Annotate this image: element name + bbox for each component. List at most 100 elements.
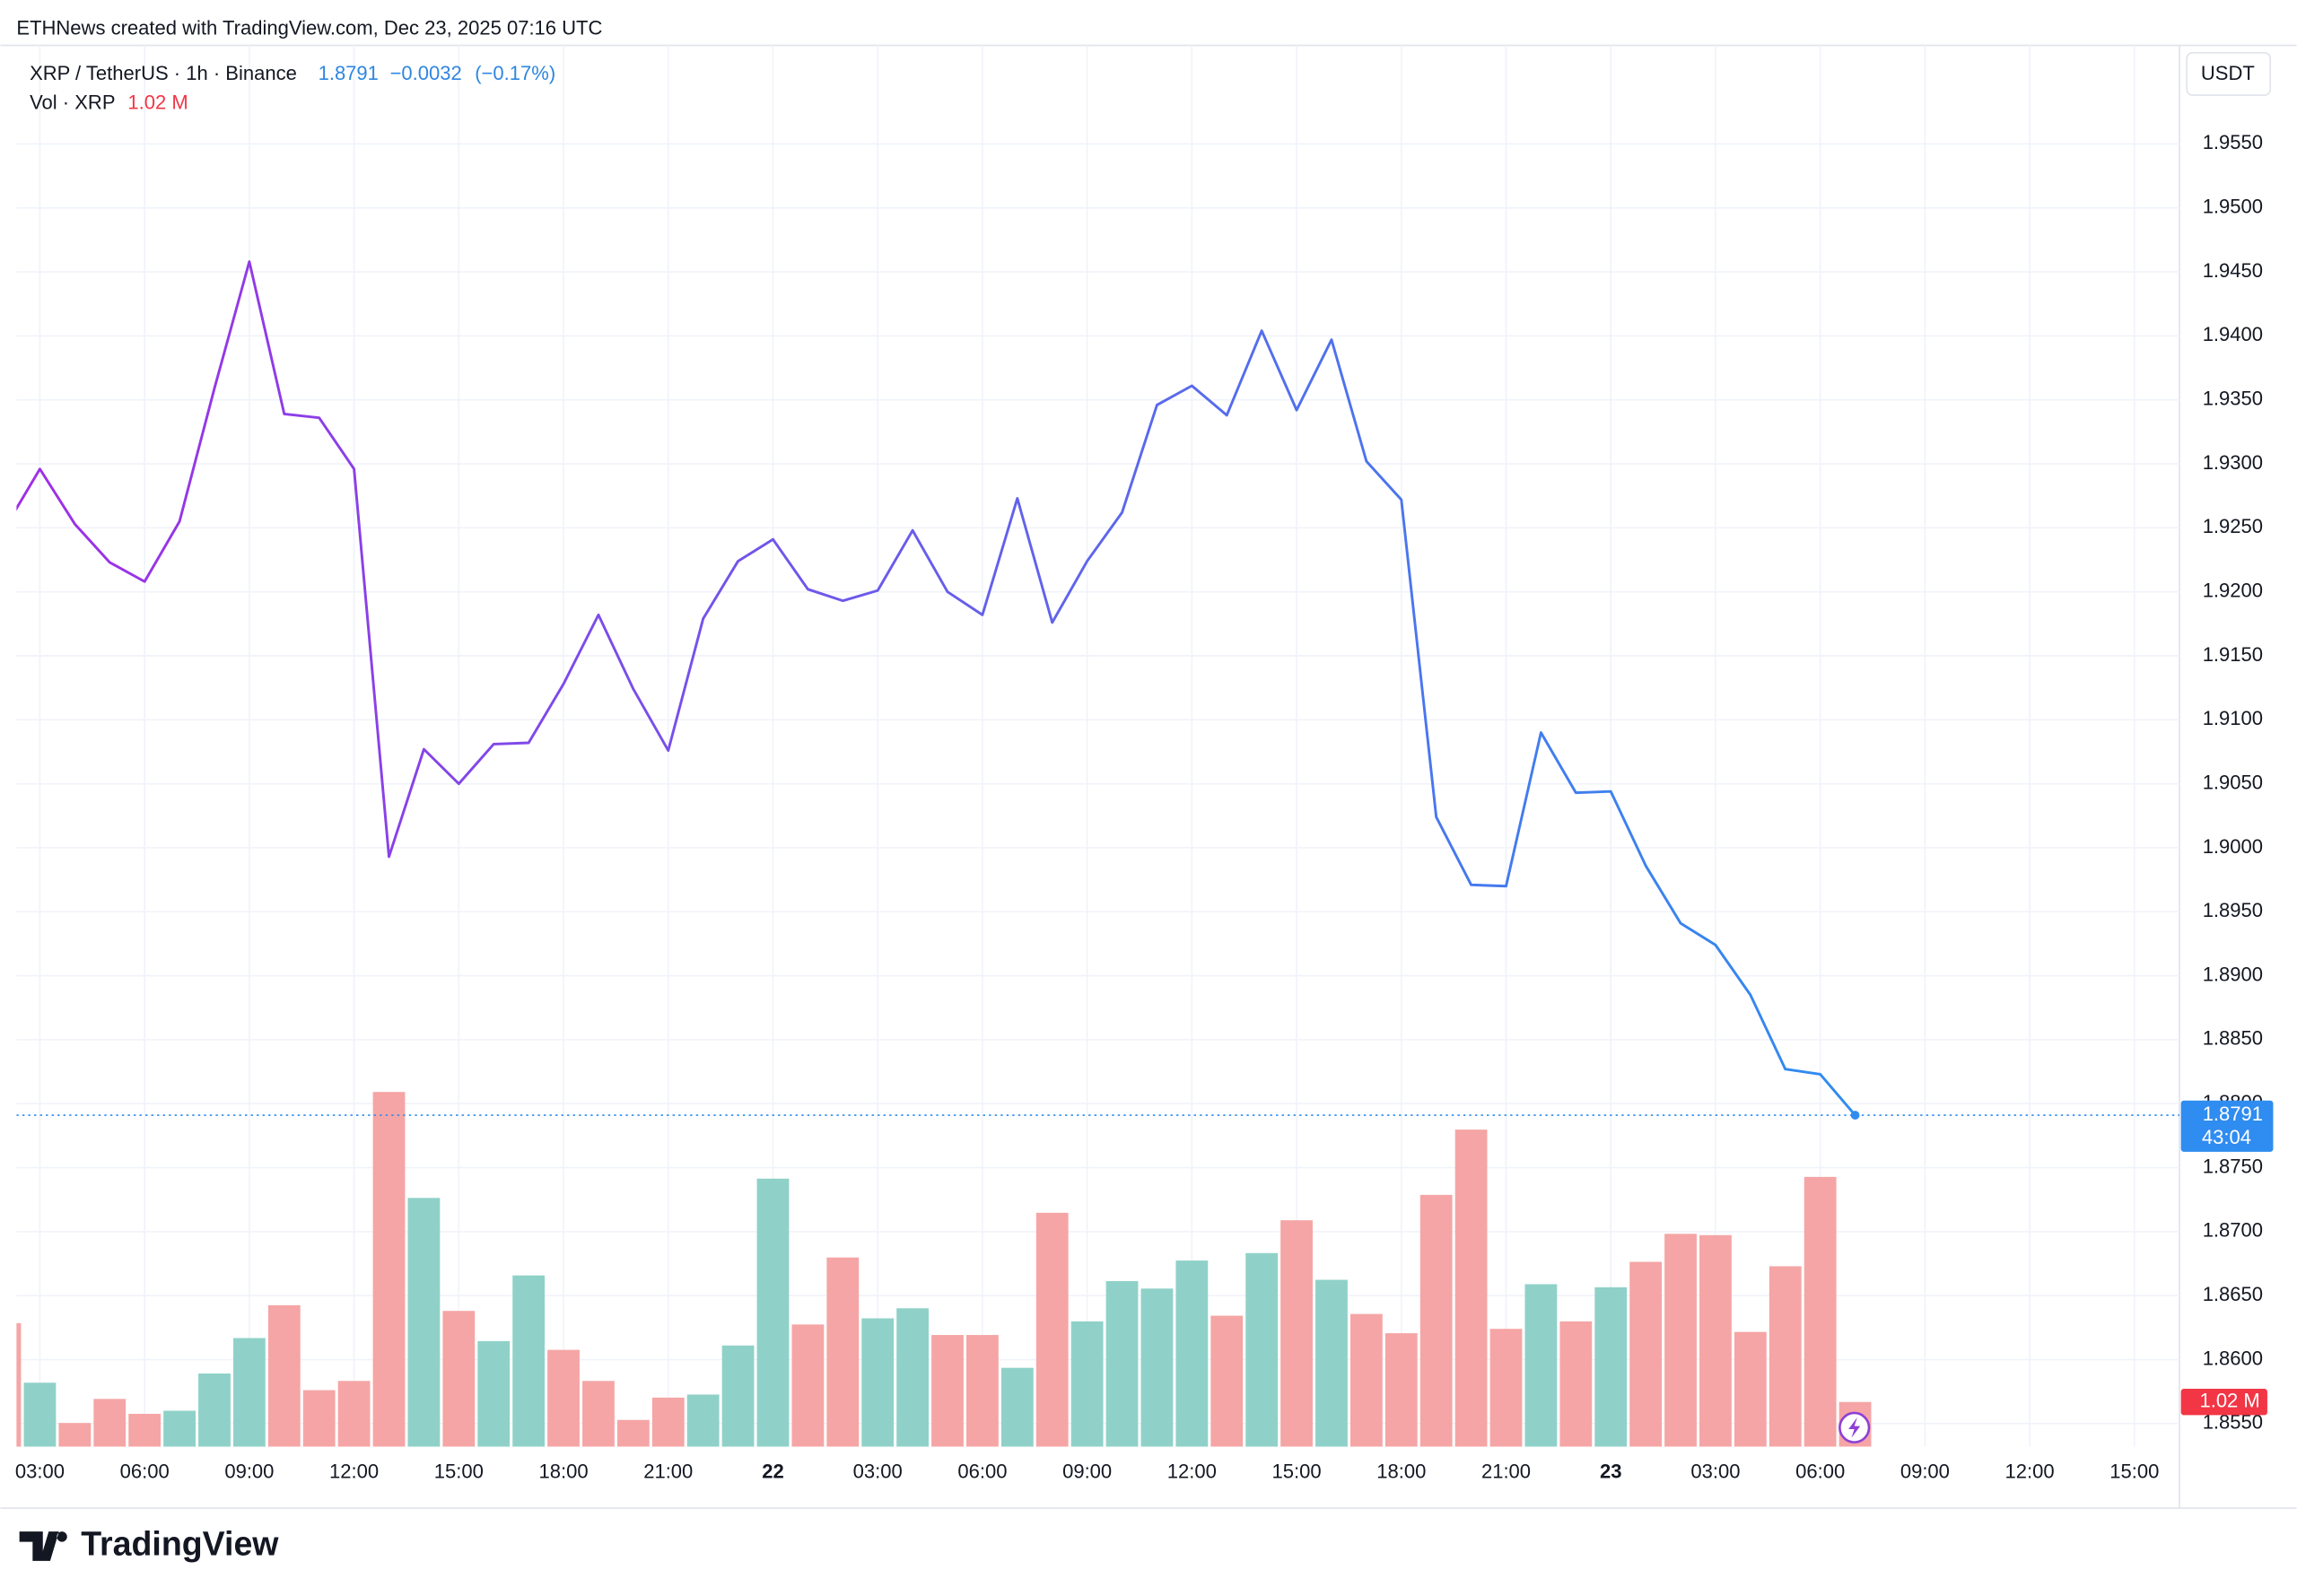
y-tick-label: 1.9000 [2203,835,2263,858]
x-tick-label: 18:00 [538,1461,588,1483]
volume-name: Vol · XRP [30,92,115,114]
x-tick-label: 06:00 [120,1461,170,1483]
volume-bar [826,1257,860,1447]
volume-bar [1349,1313,1383,1447]
y-tick-label: 1.9450 [2203,259,2263,282]
volume-bar [232,1338,266,1447]
x-tick-label: 06:00 [1795,1461,1845,1483]
x-tick-label: 21:00 [1481,1461,1531,1483]
y-tick-label: 1.9050 [2203,771,2263,793]
y-tick-label: 1.9300 [2203,451,2263,474]
x-tick-label: 03:00 [15,1461,65,1483]
volume-bar [1070,1321,1104,1447]
volume-bar [442,1311,476,1447]
x-tick-label: 22 [762,1461,783,1483]
volume-bar [93,1399,127,1447]
volume-bar [302,1390,336,1447]
volume-bar [512,1275,546,1447]
y-tick-label: 1.8900 [2203,963,2263,985]
volume-bar [337,1381,371,1447]
y-tick-label: 1.9200 [2203,579,2263,601]
volume-bar [966,1335,999,1447]
x-tick-label: 03:00 [853,1461,903,1483]
volume-bar [756,1178,790,1447]
x-tick-label: 06:00 [957,1461,1007,1483]
y-tick-label: 1.9100 [2203,707,2263,729]
logo-text: TradingView [81,1524,279,1562]
volume-bar [1594,1286,1628,1447]
volume-bar [1315,1279,1348,1447]
volume-bar [1105,1281,1139,1447]
y-tick-label: 1.9150 [2203,643,2263,666]
volume-bar [1524,1284,1558,1447]
volume-bar [477,1340,511,1447]
volume-bar [582,1381,615,1447]
y-tick-label: 1.8600 [2203,1347,2263,1369]
price-label-box [2180,1100,2274,1152]
volume-bar [1629,1261,1663,1447]
volume-bar [1734,1331,1767,1447]
y-tick-label: 1.9350 [2203,388,2263,410]
volume-label: 1.02 M [2199,1390,2259,1412]
change: −0.0032 [390,62,462,84]
volume-bar [1489,1329,1523,1447]
volume-bar [1035,1212,1069,1447]
volume-bar [547,1349,580,1447]
currency-button[interactable] [2186,51,2272,96]
x-tick-label: 12:00 [1167,1461,1217,1483]
volume-bar [896,1308,929,1447]
volume-bar [861,1318,895,1447]
volume-bar [1559,1321,1593,1447]
volume-bar [1280,1220,1313,1447]
x-tick-label: 15:00 [434,1461,484,1483]
volume-bar [1175,1260,1209,1447]
volume-bar [1699,1234,1732,1447]
volume-bar [791,1324,825,1447]
volume-bar [1769,1266,1802,1447]
x-tick-label: 23 [1600,1461,1622,1483]
volume-bar [721,1345,755,1447]
grid [16,45,2180,1447]
volume-bar [1384,1333,1418,1447]
volume-bar [1454,1129,1488,1447]
axes: 1.85501.86001.86501.87001.87501.88001.88… [15,131,2274,1483]
last-point [1850,1111,1860,1120]
volume-bar [1664,1234,1697,1447]
volume-bar [931,1335,964,1447]
volume-label-box [2180,1389,2267,1416]
volume-bar [1000,1367,1034,1447]
volume-bar [372,1092,406,1447]
logo-mark [19,1531,67,1561]
y-tick-label: 1.9550 [2203,131,2263,153]
volume-bar [16,1322,22,1447]
volume-bar [58,1423,92,1447]
volume-bar [267,1304,301,1447]
y-tick-label: 1.8650 [2203,1283,2263,1305]
credit: ETHNews created with TradingView.com, De… [16,16,602,39]
volume-bar [407,1198,441,1447]
y-tick-label: 1.8750 [2203,1155,2263,1177]
y-tick-label: 1.8950 [2203,899,2263,921]
x-tick-label: 03:00 [1690,1461,1740,1483]
y-tick-label: 1.9500 [2203,196,2263,218]
price-line-group [16,260,2180,1120]
volume-bar [23,1382,57,1447]
volume-bar [198,1374,231,1447]
x-tick-label: 15:00 [1272,1461,1322,1483]
price-line [16,260,1856,1117]
logo: TradingView [19,1524,279,1562]
alert-bolt [1848,1417,1861,1438]
volume-bar [686,1394,720,1447]
volume-bar [1245,1252,1279,1447]
change-pct: (−0.17%) [475,62,555,84]
volume-bar [128,1413,162,1447]
volume-bars [16,1092,1872,1447]
x-tick-label: 18:00 [1376,1461,1426,1483]
x-tick-label: 12:00 [329,1461,379,1483]
price: 1.8791 [319,62,379,84]
y-tick-label: 1.9400 [2203,323,2263,345]
volume-bar [616,1419,650,1447]
currency[interactable]: USDT [2201,62,2255,84]
price-label: 1.8791 [2203,1103,2263,1125]
